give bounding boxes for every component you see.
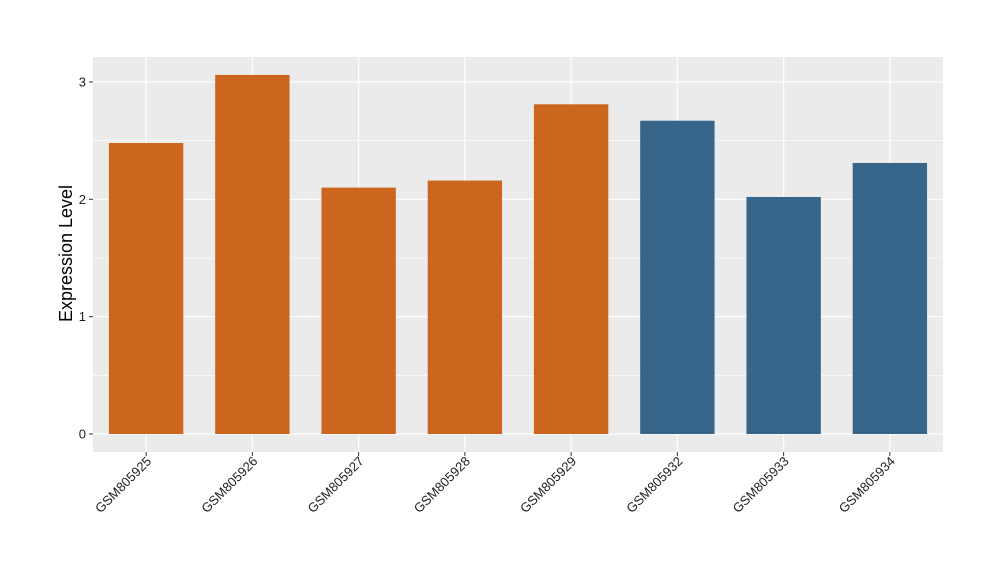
x-tick-label: GSM805925 — [92, 454, 154, 516]
bar-GSM805927 — [321, 187, 396, 434]
bar-GSM805928 — [427, 180, 503, 434]
y-tick-label: 2 — [79, 192, 86, 207]
x-tick-label: GSM805934 — [836, 454, 898, 516]
bars — [108, 74, 928, 435]
bar-GSM805926 — [215, 74, 290, 435]
bar-GSM805934 — [852, 162, 928, 434]
x-axis: GSM805925 GSM805926 GSM805927 GSM805928 GSM8… — [92, 452, 898, 516]
x-tick-label: GSM805932 — [623, 454, 685, 516]
bar-GSM805925 — [108, 143, 184, 434]
bar-GSM805933 — [746, 196, 821, 434]
x-tick-label: GSM805929 — [517, 454, 579, 516]
y-tick-label: 3 — [79, 75, 86, 90]
bar-GSM805932 — [640, 120, 715, 434]
bar-GSM805929 — [533, 104, 609, 434]
x-tick-label: GSM805933 — [730, 454, 792, 516]
y-tick-label: 1 — [79, 309, 86, 324]
y-axis-title: Expression Level — [56, 185, 76, 322]
x-tick-label: GSM805927 — [305, 454, 367, 516]
x-tick-label: GSM805926 — [198, 454, 260, 516]
y-axis: 0 1 2 3 — [79, 75, 93, 442]
y-tick-label: 0 — [79, 427, 86, 442]
x-tick-label: GSM805928 — [411, 454, 473, 516]
